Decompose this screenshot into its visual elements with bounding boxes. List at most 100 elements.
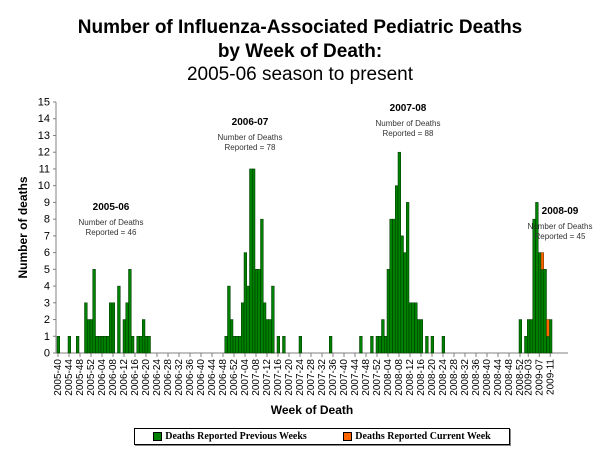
- bar-previous-weeks: [252, 168, 256, 354]
- x-tick-label: 2007-52: [372, 359, 383, 396]
- bar-previous-weeks: [406, 202, 410, 354]
- legend-swatch-current: [343, 432, 353, 441]
- bar-previous-weeks: [417, 319, 421, 354]
- y-tick-label: 12: [38, 147, 50, 159]
- y-tick-label: 3: [44, 297, 50, 309]
- bar-previous-weeks: [249, 168, 253, 354]
- bar-previous-weeks: [543, 269, 547, 354]
- x-tick-label: 2007-24: [295, 359, 306, 396]
- y-tick-label: 4: [44, 281, 50, 293]
- legend: Deaths Reported Previous Weeks Deaths Re…: [134, 428, 510, 445]
- bar-previous-weeks: [139, 336, 143, 354]
- bar-previous-weeks: [395, 185, 399, 354]
- legend-item-previous: Deaths Reported Previous Weeks: [153, 431, 307, 442]
- bar-previous-weeks: [235, 336, 239, 354]
- bar-previous-weeks: [527, 319, 531, 354]
- bar-previous-weeks: [241, 302, 245, 354]
- x-tick-label: 2008-08: [394, 359, 405, 396]
- bar-previous-weeks: [136, 336, 140, 354]
- x-axis-title: Week of Death: [271, 403, 353, 417]
- bar-previous-weeks: [540, 269, 544, 354]
- x-tick-label: 2008-24: [438, 359, 449, 396]
- annotation-season: 2006-07: [232, 117, 269, 128]
- y-tick-label: 7: [44, 230, 50, 242]
- bar-previous-weeks: [100, 336, 104, 354]
- bar-previous-weeks: [392, 218, 396, 354]
- bar-previous-weeks: [230, 319, 234, 354]
- x-tick-label: 2006-16: [130, 359, 141, 396]
- x-tick-label: 2007-32: [317, 359, 328, 396]
- y-tick-label: 5: [44, 264, 50, 276]
- annotation-season: 2007-08: [390, 103, 427, 114]
- annotation-count: Reported = 88: [383, 129, 434, 138]
- x-tick-label: 2007-48: [361, 359, 372, 396]
- y-tick-label: 1: [44, 331, 50, 343]
- x-tick-label: 2008-52: [515, 359, 526, 396]
- x-tick-label: 2008-20: [427, 359, 438, 396]
- x-tick-label: 2006-12: [119, 359, 130, 396]
- y-axis-title: Number of deaths: [16, 176, 30, 278]
- bar-previous-weeks: [441, 336, 445, 354]
- x-tick-label: 2008-28: [449, 359, 460, 396]
- bar-previous-weeks: [268, 319, 272, 354]
- bar-previous-weeks: [524, 336, 528, 354]
- annotation-label: Number of Deaths: [79, 218, 144, 227]
- x-tick-label: 2006-24: [152, 359, 163, 396]
- y-tick-label: 8: [44, 214, 50, 226]
- y-tick-label: 15: [38, 97, 50, 109]
- x-tick-label: 2008-40: [482, 359, 493, 396]
- x-tick-label: 2009-03: [523, 359, 534, 396]
- bar-previous-weeks: [117, 285, 121, 354]
- y-tick-label: 14: [38, 113, 50, 125]
- bar-previous-weeks: [142, 319, 146, 354]
- y-tick-label: 9: [44, 197, 50, 209]
- bar-previous-weeks: [144, 336, 148, 354]
- x-tick-label: 2008-48: [504, 359, 515, 396]
- x-tick-label: 2006-28: [163, 359, 174, 396]
- bar-previous-weeks: [232, 336, 236, 354]
- x-tick-label: 2006-04: [97, 359, 108, 396]
- bar-previous-weeks: [147, 336, 151, 354]
- chart-title: Number of Influenza-Associated Pediatric…: [77, 17, 523, 38]
- x-tick-label: 2008-12: [405, 359, 416, 396]
- x-tick-label: 2007-04: [240, 359, 251, 396]
- bar-previous-weeks: [518, 319, 522, 354]
- bar-previous-weeks: [95, 336, 99, 354]
- bar-previous-weeks: [224, 336, 228, 354]
- bar-previous-weeks: [265, 319, 269, 354]
- legend-swatch-previous: [153, 432, 163, 441]
- x-tick-label: 2006-32: [174, 359, 185, 396]
- bar-previous-weeks: [227, 285, 231, 354]
- bar-previous-weeks: [375, 336, 379, 354]
- bar-previous-weeks: [329, 336, 333, 354]
- bar-previous-weeks: [243, 252, 247, 354]
- x-tick-label: 2006-44: [207, 359, 218, 396]
- bar-previous-weeks: [238, 336, 242, 354]
- bar-previous-weeks: [122, 319, 126, 354]
- bar-previous-weeks: [67, 336, 71, 354]
- bar-previous-weeks: [87, 319, 91, 354]
- bar-previous-weeks: [384, 336, 388, 354]
- y-tick-label: 6: [44, 247, 50, 259]
- bar-previous-weeks: [276, 336, 280, 354]
- x-tick-label: 2008-32: [460, 359, 471, 396]
- x-tick-label: 2005-40: [53, 359, 64, 396]
- x-tick-label: 2005-48: [75, 359, 86, 396]
- annotation-count: Reported = 46: [86, 228, 137, 237]
- x-tick-label: 2006-20: [141, 359, 152, 396]
- bar-previous-weeks: [397, 151, 401, 354]
- x-tick-label: 2007-36: [328, 359, 339, 396]
- bar-previous-weeks: [84, 302, 88, 354]
- bar-previous-weeks: [546, 336, 550, 354]
- x-tick-label: 2007-44: [350, 359, 361, 396]
- annotation-label: Number of Deaths: [528, 222, 593, 231]
- bar-previous-weeks: [246, 285, 250, 354]
- bar-previous-weeks: [271, 285, 275, 354]
- bar-current-week: [540, 252, 544, 270]
- x-tick-label: 2007-28: [306, 359, 317, 396]
- bar-previous-weeks: [111, 302, 115, 354]
- bar-previous-weeks: [408, 302, 412, 354]
- bar-previous-weeks: [254, 269, 258, 354]
- x-tick-label: 2005-44: [64, 359, 75, 396]
- bar-previous-weeks: [76, 336, 80, 354]
